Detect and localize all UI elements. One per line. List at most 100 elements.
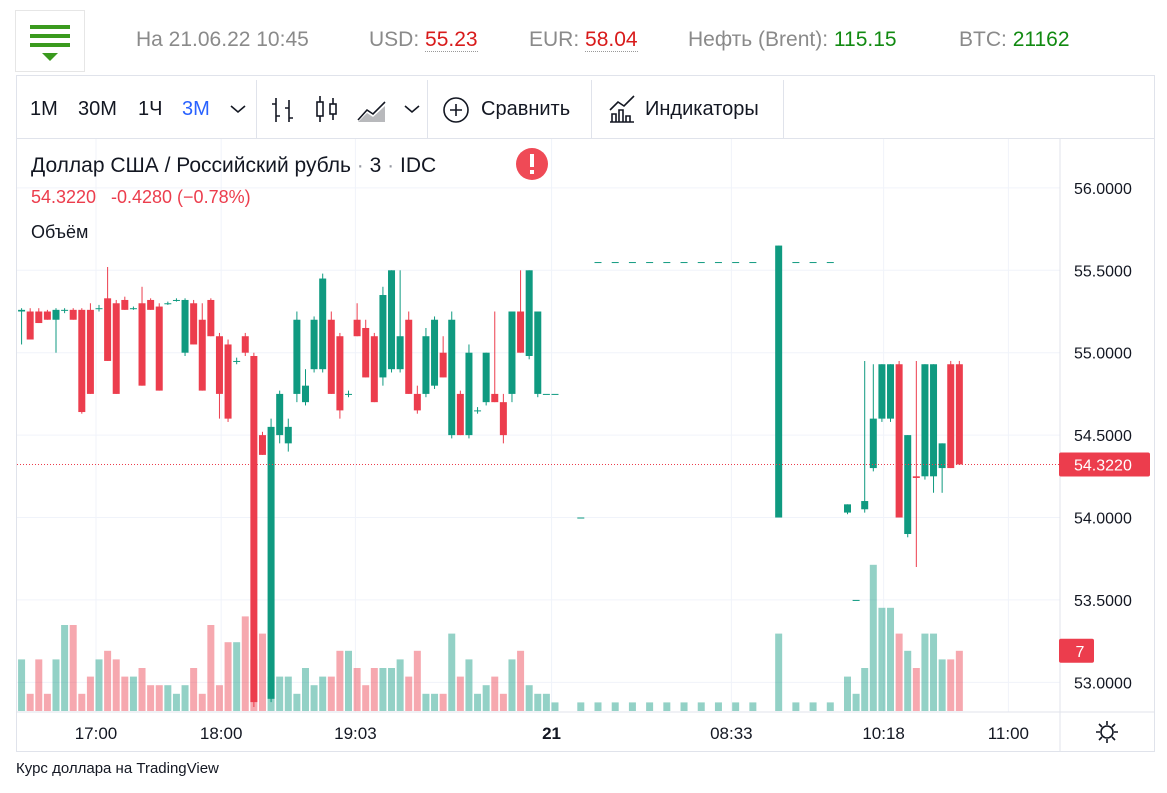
volume-bar (112, 659, 120, 711)
menu-button[interactable] (15, 10, 85, 72)
volume-bar (164, 685, 172, 711)
volume-bar (431, 693, 439, 711)
compare-button[interactable]: Сравнить (481, 98, 571, 120)
volume-bar (379, 668, 387, 711)
candle-body (680, 262, 688, 264)
legend-dot: · (351, 154, 370, 177)
volume-bar (69, 625, 77, 711)
volume-bar (611, 702, 619, 711)
volume-bar (843, 676, 851, 711)
interval-button[interactable]: 1Ч (138, 98, 163, 120)
candle-body (276, 393, 284, 436)
candle-body (319, 278, 327, 370)
candle-body (233, 360, 241, 362)
candle-body (336, 336, 344, 411)
y-tick-label: 54.5000 (1074, 428, 1132, 445)
last-price: 54.3220 (31, 187, 96, 207)
volume-bar (405, 676, 413, 711)
candle-body (947, 364, 955, 469)
indicators-button[interactable]: Индикаторы (645, 98, 759, 120)
volume-bar (947, 659, 955, 711)
separator (256, 80, 257, 138)
candle-body (172, 299, 180, 301)
volume-bar (345, 650, 353, 711)
volume-bar (895, 633, 903, 711)
volume-bar (517, 650, 525, 711)
legend-title: Доллар США / Российский рубль (31, 154, 351, 177)
volume-bar (293, 693, 301, 711)
alert-icon[interactable] (516, 148, 548, 180)
settings-icon[interactable] (1096, 721, 1118, 743)
y-tick-label: 56.0000 (1074, 181, 1132, 198)
interval-button[interactable]: 30М (78, 98, 117, 120)
volume-legend: Объём (31, 222, 88, 242)
candle-body (396, 336, 404, 370)
candle-body (714, 262, 722, 264)
candle-body (938, 443, 946, 469)
volume-bar (396, 659, 404, 711)
candle-body (577, 517, 585, 519)
candle-body (190, 303, 198, 345)
volume-bar (86, 676, 94, 711)
candle-body (628, 262, 636, 264)
volume-bar (904, 650, 912, 711)
candle-body (267, 426, 275, 699)
candle-body (379, 295, 387, 378)
volume-bar (921, 633, 929, 711)
candle-body (439, 352, 447, 378)
candle-body (147, 299, 155, 310)
candle-body (26, 311, 34, 340)
candle-body (388, 270, 396, 370)
candle-body (955, 364, 963, 465)
candle-body (362, 327, 370, 378)
candle-body (207, 299, 215, 337)
volume-bar (301, 668, 309, 711)
volume-bar (129, 676, 137, 711)
y-tick-label: 53.0000 (1074, 675, 1132, 692)
footer: Курс доллара на TradingView (16, 760, 219, 777)
volume-bar (955, 650, 963, 711)
y-tick-label: 54.0000 (1074, 511, 1132, 528)
candle-body (921, 364, 929, 477)
volume-bar (276, 676, 284, 711)
volume-box (1059, 638, 1094, 663)
candle-body (241, 336, 249, 353)
candle-body (456, 393, 464, 436)
volume-bar (456, 676, 464, 711)
volume-bar (732, 702, 740, 711)
volume-bar (697, 702, 705, 711)
volume-bar (577, 702, 585, 711)
candle-body (215, 336, 223, 394)
candle-body (345, 393, 353, 395)
candle-body (878, 364, 886, 419)
volume-bar (474, 693, 482, 711)
volume-bar (714, 702, 722, 711)
volume-bar (542, 693, 550, 711)
last-price-box (1059, 452, 1150, 477)
candle-body (749, 262, 757, 264)
volume-bar (319, 676, 327, 711)
candle-body (887, 364, 895, 419)
candle-body (551, 393, 559, 395)
candle-body (86, 309, 94, 394)
candle-body (95, 308, 103, 310)
x-tick-label: 08:33 (710, 724, 753, 743)
volume-bar (327, 676, 335, 711)
candle-body (301, 385, 309, 403)
candle-body (895, 364, 903, 518)
interval-button[interactable]: 1М (30, 98, 58, 120)
candle-body (843, 504, 851, 513)
candle-body (104, 298, 112, 361)
interval-button[interactable]: 3М (182, 98, 210, 120)
candle-body (594, 262, 602, 264)
candle-body (861, 501, 869, 510)
grid (17, 139, 1060, 712)
candle-body (852, 599, 860, 601)
quote: USD: 55.23 (369, 28, 478, 52)
volume-bar (155, 685, 163, 711)
volume-bar (826, 702, 834, 711)
volume-bar (775, 633, 783, 711)
candle-body (542, 393, 550, 395)
